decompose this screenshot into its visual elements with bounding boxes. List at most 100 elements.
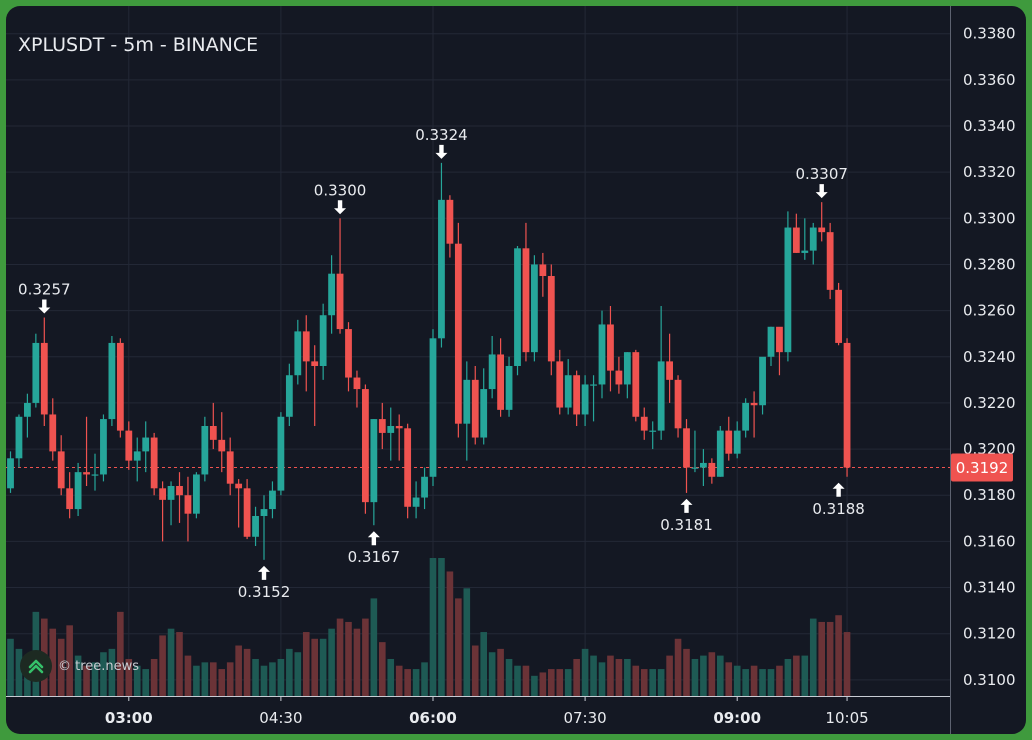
volume-bar xyxy=(362,618,369,696)
volume-bar xyxy=(615,658,623,696)
candle-body xyxy=(835,289,842,343)
candle xyxy=(345,322,352,392)
arrow-down-icon xyxy=(435,144,448,159)
price-tick-label: 0.3380 xyxy=(963,25,1016,43)
candle xyxy=(319,303,327,380)
arrow-down-icon xyxy=(38,299,51,314)
candle xyxy=(125,421,133,470)
volume-bar xyxy=(759,669,766,696)
volume-bar xyxy=(24,665,31,696)
volume-bar xyxy=(843,632,851,696)
candle-body xyxy=(471,379,479,438)
price-annotations: 0.3257 0.3152 0.3300 0.3167 0.3324 0.3181 0.33… xyxy=(18,126,865,601)
candle-body xyxy=(826,232,834,290)
candle-body xyxy=(843,342,851,468)
time-tick-label: 04:30 xyxy=(259,709,302,727)
candle-body xyxy=(218,439,226,452)
volume-bar xyxy=(835,615,842,696)
candle-body xyxy=(792,227,800,253)
candle xyxy=(184,476,192,542)
volume-bar xyxy=(260,665,268,696)
candle xyxy=(328,255,335,334)
volume-bar xyxy=(691,658,699,696)
candle xyxy=(640,407,648,440)
annotation-low: 0.3188 xyxy=(812,482,865,518)
candle xyxy=(792,213,800,253)
annotation-label: 0.3152 xyxy=(238,583,291,601)
candle xyxy=(311,345,319,426)
candle-body xyxy=(412,497,420,507)
volume-bar xyxy=(277,658,285,696)
candle-body xyxy=(683,428,690,468)
price-tick-label: 0.3220 xyxy=(963,394,1016,412)
candle-body xyxy=(615,370,623,385)
volume-bar xyxy=(598,662,606,696)
candle-body xyxy=(691,467,699,469)
candle xyxy=(421,467,428,510)
candle xyxy=(649,421,657,450)
volume-bar xyxy=(573,658,580,696)
candle xyxy=(725,416,733,461)
volume-bar xyxy=(438,558,445,696)
candle xyxy=(49,398,57,461)
candle xyxy=(733,421,741,459)
candle xyxy=(573,370,581,426)
volume-bar xyxy=(750,665,758,696)
candle-body xyxy=(767,326,775,357)
candle-body xyxy=(522,248,530,353)
candle-body xyxy=(632,352,640,417)
candle xyxy=(691,430,699,473)
annotation-low: 0.3181 xyxy=(660,498,713,534)
candle xyxy=(480,368,488,445)
volume-bar xyxy=(624,658,631,696)
candle-body xyxy=(708,462,716,477)
price-tick-label: 0.3160 xyxy=(963,532,1016,550)
volume-bar xyxy=(150,658,158,696)
annotation-low: 0.3167 xyxy=(348,531,400,566)
volume-bar xyxy=(7,638,14,696)
candle xyxy=(108,336,116,426)
price-tick-label: 0.3180 xyxy=(963,486,1016,504)
annotation-high: 0.3257 xyxy=(18,281,71,314)
candle-body xyxy=(108,342,116,420)
volume-bar xyxy=(328,628,335,696)
price-tick-label: 0.3320 xyxy=(963,163,1016,181)
candle-body xyxy=(623,352,631,385)
candle xyxy=(116,338,124,438)
candle xyxy=(362,384,369,514)
volume-bar xyxy=(142,669,149,696)
candle xyxy=(336,218,344,334)
candle-body xyxy=(539,264,547,276)
volume-bar xyxy=(463,588,471,696)
candle xyxy=(556,349,564,415)
arrow-up-icon xyxy=(832,482,845,497)
candle-body xyxy=(404,428,412,507)
candle-body xyxy=(446,199,454,244)
candle xyxy=(302,315,310,392)
time-axis-labels: 03:00 04:30 06:00 07:30 09:00 10:05 xyxy=(105,696,869,727)
annotation-label: 0.3188 xyxy=(812,500,865,518)
volume-bar xyxy=(387,658,395,696)
candle xyxy=(522,222,530,362)
annotation-label: 0.3324 xyxy=(415,126,468,144)
candle-body xyxy=(666,361,673,380)
candle xyxy=(674,375,682,438)
annotation-label: 0.3181 xyxy=(660,516,713,534)
candle-body xyxy=(463,379,471,424)
candle-body xyxy=(345,329,352,378)
candle xyxy=(15,414,23,468)
candle xyxy=(581,375,589,426)
candle xyxy=(235,479,243,528)
candle-body xyxy=(167,486,175,500)
candle-body xyxy=(209,426,217,440)
candle xyxy=(514,246,521,376)
candle-body xyxy=(505,366,513,410)
candle xyxy=(294,319,302,385)
candlestick-chart[interactable]: 0.3257 0.3152 0.3300 0.3167 0.3324 0.3181 0.33… xyxy=(6,6,1026,734)
volume-bar xyxy=(776,665,783,696)
volume-bar xyxy=(345,621,352,696)
candle-body xyxy=(277,416,285,491)
price-tick-label: 0.3340 xyxy=(963,117,1016,135)
volume-bar xyxy=(446,571,454,696)
candle xyxy=(252,506,259,546)
